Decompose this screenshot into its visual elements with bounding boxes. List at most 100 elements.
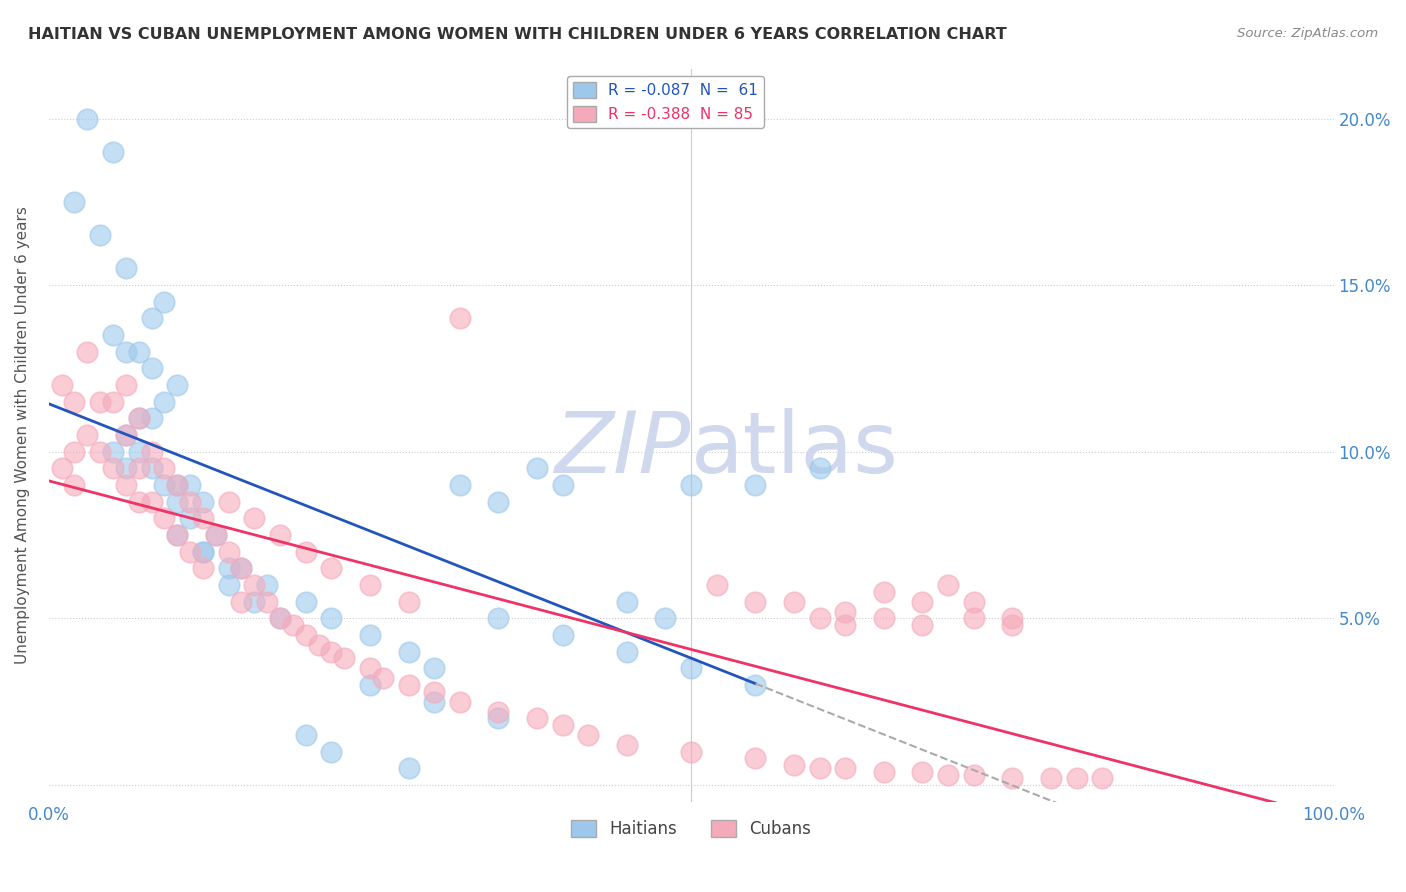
Point bbox=[834, 761, 856, 775]
Point bbox=[115, 344, 138, 359]
Point bbox=[269, 611, 291, 625]
Point bbox=[321, 645, 343, 659]
Point bbox=[294, 628, 316, 642]
Point bbox=[963, 768, 986, 782]
Point bbox=[911, 764, 934, 779]
Point bbox=[243, 578, 266, 592]
Legend: Haitians, Cubans: Haitians, Cubans bbox=[565, 813, 818, 845]
Point bbox=[231, 561, 253, 575]
Point bbox=[115, 428, 138, 442]
Point bbox=[191, 544, 214, 558]
Point bbox=[398, 594, 420, 608]
Point bbox=[166, 494, 188, 508]
Point bbox=[63, 478, 86, 492]
Point bbox=[269, 611, 291, 625]
Point bbox=[423, 661, 446, 675]
Point bbox=[333, 651, 356, 665]
Point bbox=[128, 494, 150, 508]
Point bbox=[783, 758, 806, 772]
Point bbox=[89, 394, 111, 409]
Point bbox=[551, 718, 574, 732]
Point bbox=[153, 394, 176, 409]
Point bbox=[551, 628, 574, 642]
Point bbox=[63, 394, 86, 409]
Point bbox=[359, 578, 381, 592]
Point bbox=[488, 611, 510, 625]
Point bbox=[873, 611, 896, 625]
Point bbox=[89, 228, 111, 243]
Point bbox=[834, 618, 856, 632]
Point bbox=[101, 328, 124, 343]
Point bbox=[423, 695, 446, 709]
Point bbox=[243, 594, 266, 608]
Point bbox=[551, 478, 574, 492]
Point bbox=[681, 478, 703, 492]
Point bbox=[321, 611, 343, 625]
Point bbox=[294, 594, 316, 608]
Point bbox=[204, 528, 226, 542]
Point bbox=[218, 494, 240, 508]
Point bbox=[321, 745, 343, 759]
Point bbox=[783, 594, 806, 608]
Point bbox=[681, 745, 703, 759]
Point bbox=[179, 494, 201, 508]
Point bbox=[654, 611, 676, 625]
Point bbox=[936, 768, 959, 782]
Point bbox=[488, 711, 510, 725]
Point bbox=[488, 494, 510, 508]
Point bbox=[616, 594, 638, 608]
Point bbox=[936, 578, 959, 592]
Point bbox=[115, 378, 138, 392]
Point bbox=[744, 478, 766, 492]
Point bbox=[744, 678, 766, 692]
Point bbox=[153, 294, 176, 309]
Point bbox=[153, 478, 176, 492]
Point bbox=[269, 528, 291, 542]
Point bbox=[1091, 771, 1114, 785]
Point bbox=[294, 544, 316, 558]
Point bbox=[115, 461, 138, 475]
Point bbox=[706, 578, 728, 592]
Point bbox=[398, 645, 420, 659]
Point bbox=[218, 561, 240, 575]
Point bbox=[449, 311, 471, 326]
Point bbox=[63, 194, 86, 209]
Point bbox=[191, 511, 214, 525]
Point bbox=[76, 428, 98, 442]
Point bbox=[166, 478, 188, 492]
Point bbox=[141, 444, 163, 458]
Point bbox=[308, 638, 330, 652]
Point bbox=[616, 738, 638, 752]
Point bbox=[449, 478, 471, 492]
Point bbox=[63, 444, 86, 458]
Point bbox=[141, 411, 163, 425]
Point bbox=[911, 594, 934, 608]
Point bbox=[128, 461, 150, 475]
Point bbox=[744, 594, 766, 608]
Text: HAITIAN VS CUBAN UNEMPLOYMENT AMONG WOMEN WITH CHILDREN UNDER 6 YEARS CORRELATIO: HAITIAN VS CUBAN UNEMPLOYMENT AMONG WOME… bbox=[28, 27, 1007, 42]
Point bbox=[256, 578, 278, 592]
Point bbox=[128, 411, 150, 425]
Point bbox=[1039, 771, 1062, 785]
Point bbox=[488, 705, 510, 719]
Point bbox=[1001, 611, 1024, 625]
Point bbox=[398, 678, 420, 692]
Point bbox=[153, 511, 176, 525]
Point bbox=[911, 618, 934, 632]
Point bbox=[1001, 618, 1024, 632]
Point bbox=[359, 678, 381, 692]
Point bbox=[115, 478, 138, 492]
Point bbox=[76, 344, 98, 359]
Point bbox=[101, 145, 124, 159]
Point bbox=[191, 561, 214, 575]
Point bbox=[616, 645, 638, 659]
Point bbox=[166, 478, 188, 492]
Point bbox=[398, 761, 420, 775]
Point bbox=[526, 461, 548, 475]
Point bbox=[89, 444, 111, 458]
Point bbox=[128, 344, 150, 359]
Point bbox=[744, 751, 766, 765]
Point bbox=[115, 428, 138, 442]
Point bbox=[808, 761, 831, 775]
Point bbox=[808, 611, 831, 625]
